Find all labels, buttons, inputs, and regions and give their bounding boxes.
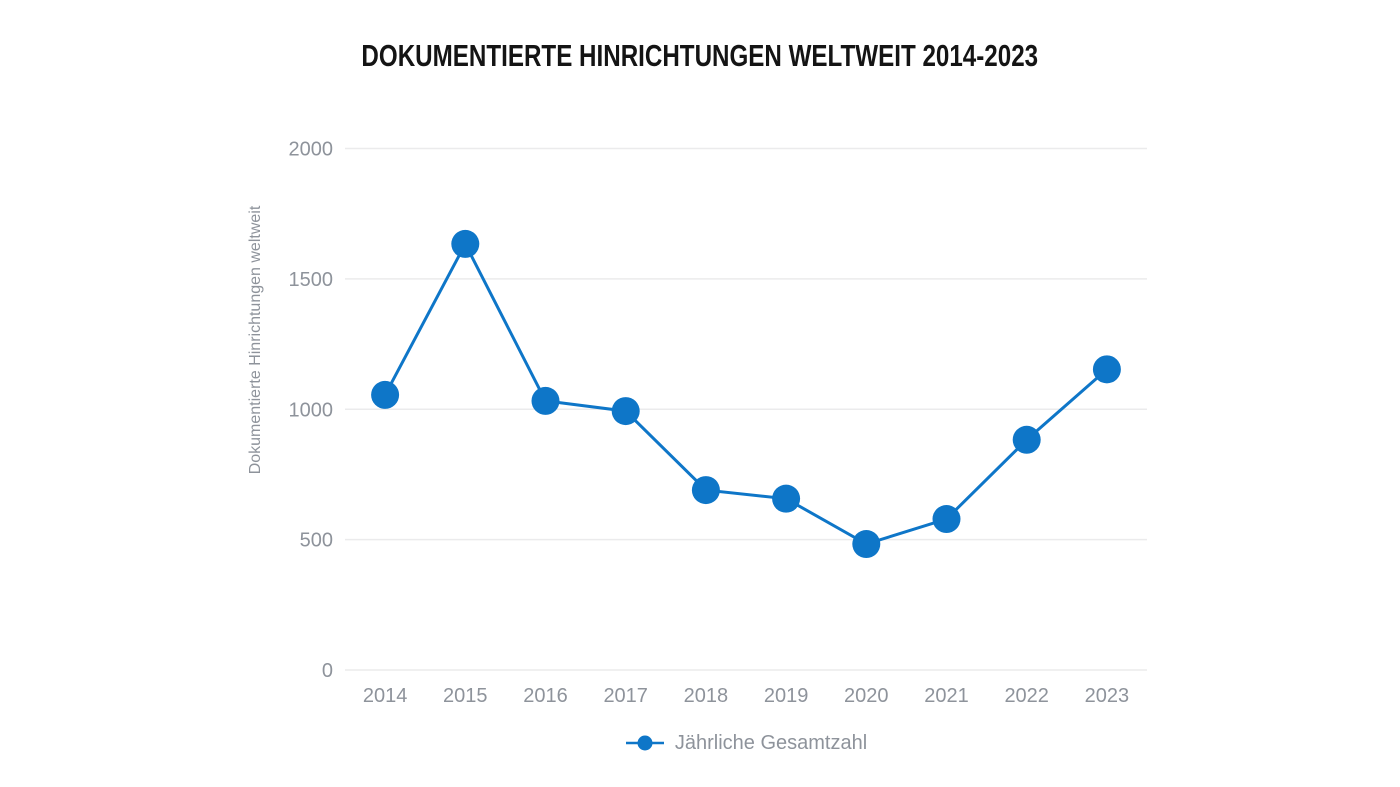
data-point	[531, 386, 560, 415]
x-tick-label: 2017	[603, 685, 648, 707]
legend: Jährliche Gesamtzahl	[345, 728, 1147, 758]
x-tick-label: 2015	[443, 685, 488, 707]
data-point	[611, 397, 640, 426]
y-tick-label: 500	[300, 530, 333, 552]
y-tick-label: 1500	[289, 269, 334, 291]
data-point	[932, 505, 961, 534]
legend-dot	[637, 735, 653, 751]
legend-marker-icon	[625, 735, 664, 751]
x-tick-label: 2014	[363, 685, 408, 707]
series-line	[383, 240, 1108, 546]
x-tick-label: 2022	[1004, 685, 1049, 707]
data-point	[772, 484, 801, 513]
x-tick-label: 2018	[684, 685, 729, 707]
data-point	[371, 380, 400, 409]
data-point	[1012, 425, 1041, 454]
x-tick-label: 2019	[764, 685, 809, 707]
x-tick-label: 2021	[924, 685, 969, 707]
data-point	[1092, 355, 1121, 384]
title-row: DOKUMENTIERTE HINRICHTUNGEN WELTWEIT 201…	[0, 36, 1400, 76]
data-point	[852, 530, 881, 559]
x-tick-label: 2020	[844, 685, 889, 707]
x-tick-label: 2023	[1085, 685, 1130, 707]
x-tick-label: 2016	[523, 685, 568, 707]
data-point	[451, 229, 480, 258]
y-tick-label: 0	[322, 660, 333, 682]
chart-title: DOKUMENTIERTE HINRICHTUNGEN WELTWEIT 201…	[361, 38, 1039, 73]
y-tick-label: 1000	[289, 399, 334, 421]
legend-label: Jährliche Gesamtzahl	[674, 731, 868, 754]
data-point	[691, 476, 720, 505]
y-tick-label: 2000	[289, 139, 334, 161]
